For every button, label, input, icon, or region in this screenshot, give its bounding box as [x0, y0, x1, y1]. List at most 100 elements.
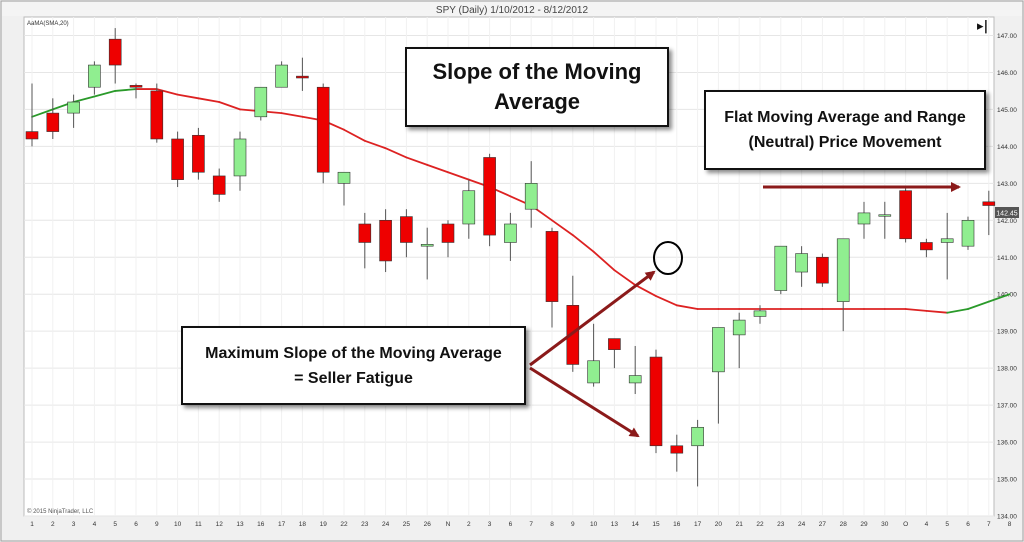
candle	[504, 212, 517, 261]
ma-segment	[343, 128, 366, 142]
candle-body-up	[878, 214, 892, 217]
candle-body-down	[171, 138, 184, 180]
ma-segment	[551, 219, 574, 236]
candles	[25, 28, 996, 487]
x-tick-label: 24	[798, 521, 806, 528]
candle-body-down	[566, 305, 580, 365]
candle-body-up	[67, 101, 80, 114]
x-tick-label: 17	[694, 521, 702, 528]
candle	[566, 275, 580, 372]
x-tick-label: O	[903, 521, 908, 528]
candle	[88, 61, 101, 95]
candle	[795, 246, 808, 287]
candle-body-down	[358, 223, 372, 243]
candle-body-up	[940, 238, 954, 243]
callout-max-text: Maximum Slope of the Moving Average = Se…	[205, 344, 502, 387]
candle	[400, 209, 413, 258]
x-tick-label: 11	[195, 521, 202, 528]
candle	[920, 238, 933, 258]
candle-body-down	[316, 86, 330, 173]
candle-body-down	[441, 223, 455, 243]
x-tick-label: 25	[403, 521, 411, 528]
callout-max-slope: Maximum Slope of the Moving Average = Se…	[181, 326, 526, 405]
x-tick-label: 26	[424, 521, 432, 528]
candle-body-down	[108, 38, 122, 66]
arrow-to-low	[529, 366, 640, 438]
candle-body-up	[961, 219, 975, 247]
ma-segment	[987, 293, 1011, 303]
ma-segment	[405, 156, 429, 166]
candle-body-down	[46, 112, 60, 132]
candle-body-down	[982, 201, 996, 206]
candle	[899, 187, 912, 243]
candle-body-down	[296, 75, 309, 79]
candle	[608, 338, 621, 369]
x-tick-label: 5	[945, 521, 949, 528]
moving-average	[31, 88, 1011, 314]
candle	[857, 201, 871, 239]
candle-body-up	[233, 138, 247, 177]
x-tick-label: 22	[340, 521, 348, 528]
x-tick-label: 14	[632, 521, 640, 528]
candle	[171, 131, 184, 188]
x-tick-label: 12	[216, 521, 224, 528]
ma-segment	[176, 93, 200, 100]
ma-segment	[384, 147, 408, 159]
x-tick-label: 7	[529, 521, 533, 528]
candle	[420, 227, 434, 280]
y-tick-label: 136.00	[997, 440, 1017, 447]
candle	[46, 98, 60, 139]
x-tick-label: 16	[673, 521, 681, 528]
x-tick-label: 1	[30, 521, 34, 528]
x-tick-label: 29	[860, 521, 868, 528]
candle	[129, 83, 143, 99]
candle	[649, 349, 663, 454]
x-tick-label: 3	[488, 521, 492, 528]
candle-body-down	[920, 242, 933, 251]
candle	[670, 434, 684, 472]
ma-segment	[93, 90, 117, 98]
candle	[296, 57, 309, 91]
x-tick-label: 22	[756, 521, 764, 528]
candle	[275, 61, 288, 88]
x-tick-label: N	[446, 521, 451, 528]
ma-segment	[72, 95, 96, 103]
ma-segment	[280, 112, 304, 118]
y-tick-label: 145.00	[997, 107, 1017, 114]
x-tick-label: 2	[467, 521, 471, 528]
y-tick-label: 143.00	[997, 181, 1017, 188]
candle	[712, 327, 725, 424]
candle	[379, 209, 392, 273]
ma-segment	[967, 300, 990, 310]
x-tick-label: 7	[987, 521, 991, 528]
candle	[150, 83, 164, 143]
x-tick-label: 8	[1008, 521, 1012, 528]
x-tick-label: 6	[509, 521, 513, 528]
window-title: SPY (Daily) 1/10/2012 - 8/12/2012	[436, 5, 589, 16]
candle-body-up	[795, 253, 808, 273]
ma-segment	[31, 108, 54, 118]
candle	[545, 227, 559, 328]
candle	[233, 131, 247, 191]
x-tick-label: 4	[925, 521, 929, 528]
candle	[67, 94, 80, 128]
candle	[316, 83, 330, 184]
candle	[940, 212, 954, 280]
x-tick-label: 28	[840, 521, 848, 528]
y-tick-label: 144.00	[997, 144, 1017, 151]
x-tick-label: 3	[72, 521, 76, 528]
candle	[628, 345, 642, 395]
candle	[212, 168, 226, 202]
candle	[358, 212, 372, 269]
candle-body-up	[857, 212, 871, 225]
candle-body-down	[899, 190, 912, 240]
y-tick-label: 142.00	[997, 218, 1017, 225]
candle-body-up	[462, 190, 476, 225]
scroll-to-end-button[interactable]: ▸|	[977, 19, 988, 34]
ma-segment	[197, 97, 221, 103]
copyright-label: © 2015 NinjaTrader, LLC	[27, 508, 94, 515]
ma-segment	[904, 308, 928, 312]
candle	[878, 201, 892, 239]
x-tick-label: 10	[174, 521, 182, 528]
x-tick-label: 6	[966, 521, 970, 528]
